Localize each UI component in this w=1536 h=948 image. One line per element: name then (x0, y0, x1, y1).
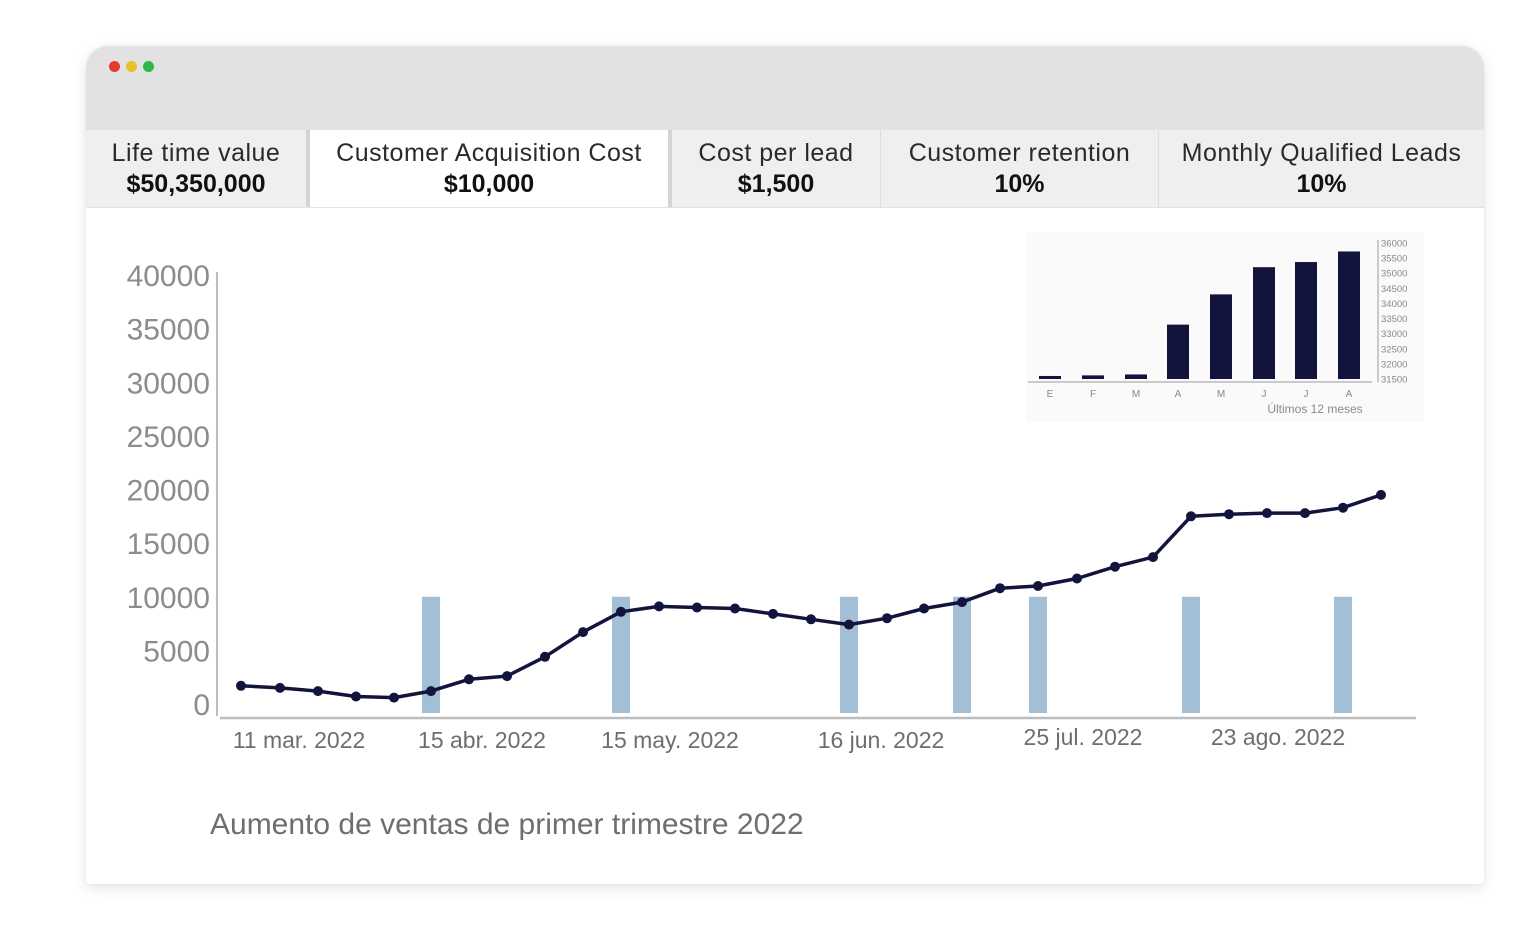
kpi-value: $1,500 (737, 169, 815, 198)
kpi-divider (880, 130, 881, 207)
kpi-customer-retention[interactable]: Customer retention 10% (881, 130, 1158, 207)
kpi-divider (1158, 130, 1159, 207)
kpi-label: Monthly Qualified Leads (1181, 138, 1462, 167)
kpi-label: Customer Acquisition Cost (336, 138, 642, 167)
kpi-customer-acquisition-cost[interactable]: Customer Acquisition Cost $10,000 (306, 130, 672, 207)
kpi-bar: Life time value $50,350,000 Customer Acq… (86, 130, 1484, 208)
kpi-value: 10% (1296, 169, 1347, 198)
kpi-life-time-value[interactable]: Life time value $50,350,000 (86, 130, 306, 207)
minimize-window-button[interactable] (126, 61, 137, 72)
kpi-cost-per-lead[interactable]: Cost per lead $1,500 (672, 130, 880, 207)
kpi-value: $50,350,000 (126, 169, 266, 198)
close-window-button[interactable] (109, 61, 120, 72)
kpi-label: Customer retention (908, 138, 1131, 167)
kpi-value: $10,000 (443, 169, 535, 198)
kpi-label: Life time value (111, 138, 281, 167)
browser-window: Life time value $50,350,000 Customer Acq… (86, 46, 1484, 884)
kpi-label: Cost per lead (698, 138, 854, 167)
kpi-monthly-qualified-leads[interactable]: Monthly Qualified Leads 10% (1159, 130, 1484, 207)
kpi-value: 10% (994, 169, 1045, 198)
window-titlebar (86, 46, 1484, 130)
maximize-window-button[interactable] (143, 61, 154, 72)
